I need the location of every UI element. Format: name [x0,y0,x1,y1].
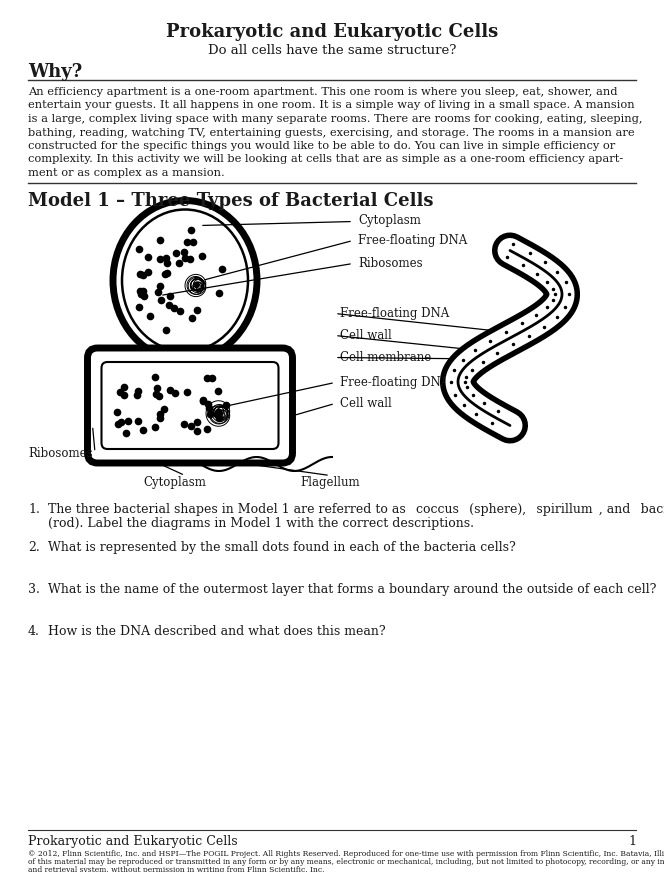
Text: Cytoplasm: Cytoplasm [358,214,421,227]
Text: What is represented by the small dots found in each of the bacteria cells?: What is represented by the small dots fo… [48,541,516,554]
Text: is a large, complex living space with many separate rooms. There are rooms for c: is a large, complex living space with ma… [28,114,643,124]
Text: Cell wall: Cell wall [340,397,392,410]
Text: complexity. In this activity we will be looking at cells that are as simple as a: complexity. In this activity we will be … [28,154,623,165]
Ellipse shape [122,209,248,351]
Text: Model 1 – Three Types of Bacterial Cells: Model 1 – Three Types of Bacterial Cells [28,192,434,209]
Text: An efficiency apartment is a one-room apartment. This one room is where you slee: An efficiency apartment is a one-room ap… [28,87,618,97]
FancyBboxPatch shape [102,362,278,449]
Text: 1: 1 [628,835,636,848]
Text: (rod). Label the diagrams in Model 1 with the correct descriptions.: (rod). Label the diagrams in Model 1 wit… [48,516,474,529]
Text: How is the DNA described and what does this mean?: How is the DNA described and what does t… [48,624,386,637]
Text: Cell wall: Cell wall [340,329,392,342]
Text: ment or as complex as a mansion.: ment or as complex as a mansion. [28,168,224,178]
Text: The three bacterial shapes in Model 1 are referred to as  coccus  (sphere),  spi: The three bacterial shapes in Model 1 ar… [48,502,664,515]
Text: 2.: 2. [28,541,40,554]
Text: Do all cells have the same structure?: Do all cells have the same structure? [208,44,456,57]
Text: Cytoplasm: Cytoplasm [143,475,207,488]
Text: Ribosomes: Ribosomes [28,447,92,460]
Text: Prokaryotic and Eukaryotic Cells: Prokaryotic and Eukaryotic Cells [28,835,238,848]
Text: Free-floating DNA: Free-floating DNA [340,307,450,320]
Text: bathing, reading, watching TV, entertaining guests, exercising, and storage. The: bathing, reading, watching TV, entertain… [28,127,635,138]
Text: What is the name of the outermost layer that forms a boundary around the outside: What is the name of the outermost layer … [48,582,657,596]
Text: and retrieval system, without permission in writing from Flinn Scientific, Inc.: and retrieval system, without permission… [28,866,325,872]
Text: © 2012, Flinn Scientific, Inc. and HSPI—The POGIL Project. All Rights Reserved. : © 2012, Flinn Scientific, Inc. and HSPI—… [28,850,664,858]
Text: Why?: Why? [28,63,82,81]
Text: 4.: 4. [28,624,40,637]
FancyBboxPatch shape [88,348,293,463]
Text: of this material may be reproduced or transmitted in any form or by any means, e: of this material may be reproduced or tr… [28,858,664,866]
Text: Cell membrane: Cell membrane [340,351,431,364]
Text: Flagellum: Flagellum [300,475,360,488]
Text: entertain your guests. It all happens in one room. It is a simple way of living : entertain your guests. It all happens in… [28,100,635,111]
Text: Free-floating DNA: Free-floating DNA [340,376,450,389]
Text: constructed for the specific things you would like to be able to do. You can liv: constructed for the specific things you … [28,141,616,151]
Text: Prokaryotic and Eukaryotic Cells: Prokaryotic and Eukaryotic Cells [166,23,498,41]
Text: 3.: 3. [28,582,40,596]
Text: 1.: 1. [28,502,40,515]
Text: Free-floating DNA: Free-floating DNA [358,234,467,247]
Text: Ribosomes: Ribosomes [358,257,422,270]
Ellipse shape [113,201,257,360]
